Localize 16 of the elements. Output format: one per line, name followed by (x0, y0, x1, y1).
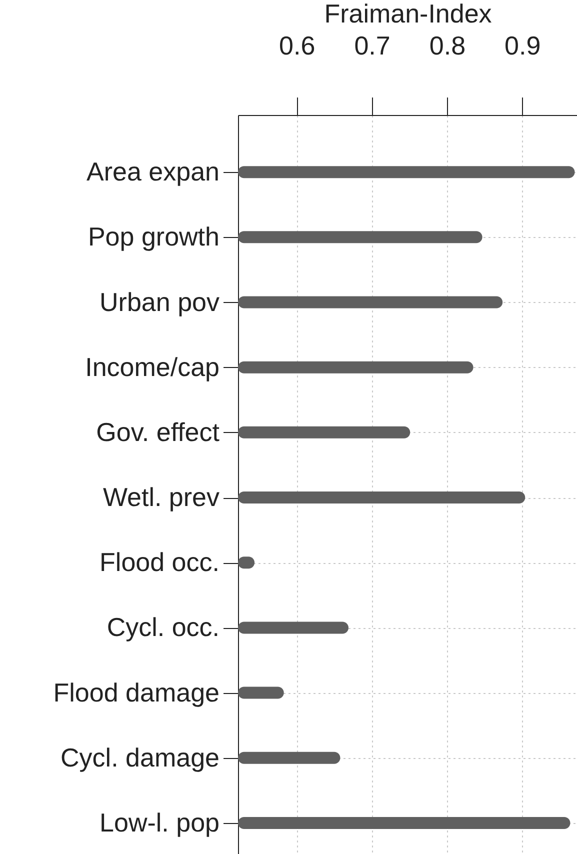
y-tick-label: Area expan (86, 156, 220, 187)
y-tick-label: Flood occ. (100, 547, 220, 578)
x-axis-title: Fraiman-Index (324, 0, 492, 28)
x-tick-label: 0.6 (279, 30, 316, 60)
y-tick-label: Gov. effect (96, 416, 220, 447)
x-tick-label: 0.9 (504, 30, 541, 60)
x-tick-label: 0.7 (354, 30, 390, 60)
y-tick-label: Low-l. pop (100, 807, 220, 838)
y-tick-label: Pop growth (88, 222, 220, 252)
y-tick-label: Urban pov (100, 286, 220, 317)
x-tick-label: 0.8 (429, 30, 466, 60)
y-tick-label: Cycl. damage (60, 742, 220, 772)
y-tick-label: Income/cap (85, 352, 220, 382)
y-tick-label: Wetl. prev (102, 482, 220, 512)
y-tick-label: Cycl. occ. (106, 612, 220, 642)
y-tick-label: Flood damage (53, 677, 220, 708)
